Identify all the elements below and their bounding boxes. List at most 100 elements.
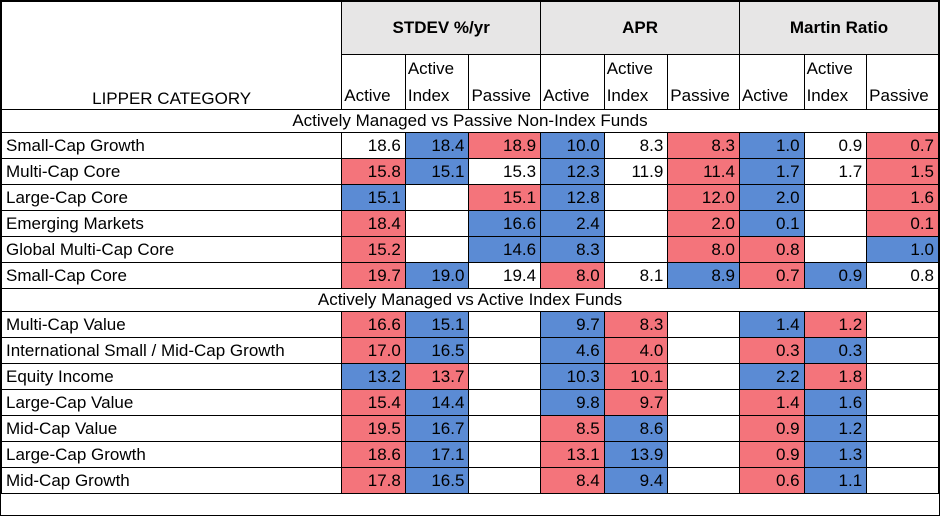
value-cell: 17.8 (341, 467, 406, 494)
category-name-cell: Small-Cap Growth (0, 132, 343, 159)
value-cell: 0.7 (866, 132, 939, 159)
value-cell: 1.2 (803, 311, 868, 338)
table-row: Mid-Cap Growth 17.8 16.5 8.4 9.4 0.6 1.1 (0, 467, 939, 494)
table-row: Large-Cap Core 15.1 15.1 12.8 12.0 2.0 1.6 (0, 184, 939, 211)
value-cell: 2.0 (667, 210, 740, 237)
value-cell: 18.9 (468, 132, 542, 159)
value-cell: 8.6 (603, 415, 669, 442)
value-cell: 0.1 (738, 210, 805, 237)
value-cell: 11.9 (603, 158, 669, 185)
value-cell (866, 311, 939, 338)
table-row: Emerging Markets 18.4 16.6 2.4 2.0 0.1 0.1 (0, 210, 939, 237)
value-cell (404, 210, 470, 237)
value-cell: 1.6 (866, 184, 939, 211)
value-cell: 16.5 (404, 337, 470, 364)
value-cell: 8.0 (667, 236, 740, 263)
value-cell (866, 337, 939, 364)
group-header-martin-ratio: Martin Ratio (738, 1, 940, 55)
group-header-label: Martin Ratio (789, 18, 889, 37)
value-cell: 14.4 (404, 389, 470, 416)
value-cell: 1.4 (738, 389, 805, 416)
table-row: International Small / Mid-Cap Growth 17.0… (0, 337, 939, 364)
table-row: Large-Cap Value 15.4 14.4 9.8 9.7 1.4 1.6 (0, 389, 939, 416)
value-cell: 19.5 (341, 415, 406, 442)
category-name-cell: Multi-Cap Value (0, 311, 343, 338)
value-cell (803, 184, 868, 211)
value-cell: 1.8 (803, 363, 868, 390)
table-row: Multi-Cap Value 16.6 15.1 9.7 8.3 1.4 1.2 (0, 311, 939, 338)
section-header-row: Actively Managed vs Active Index Funds (1, 288, 939, 312)
value-cell (866, 467, 939, 494)
value-cell: 15.1 (341, 184, 406, 211)
value-cell: 8.1 (603, 262, 669, 289)
value-cell: 18.4 (341, 210, 406, 237)
value-cell: 1.6 (803, 389, 868, 416)
value-cell (468, 467, 542, 494)
value-cell: 8.4 (540, 467, 605, 494)
value-cell (468, 363, 542, 390)
value-cell (803, 236, 868, 263)
group-header-stdev: STDEV %/yr (341, 1, 542, 55)
value-cell: 1.4 (738, 311, 805, 338)
category-name-cell: Global Multi-Cap Core (0, 236, 343, 263)
value-cell: 0.8 (738, 236, 805, 263)
category-column-header: LIPPER CATEGORY (0, 1, 343, 110)
value-cell (667, 363, 740, 390)
table-row: Multi-Cap Core 15.8 15.1 15.3 12.3 11.9 11.4 1.… (0, 158, 939, 185)
value-cell: 0.9 (803, 262, 868, 289)
value-cell: 8.5 (540, 415, 605, 442)
subheader-passive: Passive (866, 54, 939, 110)
category-name-cell: International Small / Mid-Cap Growth (0, 337, 343, 364)
section-header-row: Actively Managed vs Passive Non-Index Fu… (1, 109, 939, 133)
value-cell: 13.2 (341, 363, 406, 390)
value-cell (468, 441, 542, 468)
value-cell: 15.4 (341, 389, 406, 416)
value-cell: 8.0 (540, 262, 605, 289)
value-cell: 8.3 (603, 311, 669, 338)
category-name-cell: Large-Cap Core (0, 184, 343, 211)
subheader-active-index: Active Index (603, 54, 669, 110)
value-cell: 13.9 (603, 441, 669, 468)
category-name-cell: Mid-Cap Growth (0, 467, 343, 494)
value-cell: 1.7 (803, 158, 868, 185)
value-cell: 19.4 (468, 262, 542, 289)
subheader-active: Active (738, 54, 805, 110)
value-cell: 9.7 (540, 311, 605, 338)
value-cell: 8.3 (667, 132, 740, 159)
value-cell (866, 441, 939, 468)
value-cell (404, 184, 470, 211)
value-cell (866, 415, 939, 442)
value-cell (866, 363, 939, 390)
value-cell: 12.8 (540, 184, 605, 211)
value-cell: 9.4 (603, 467, 669, 494)
value-cell: 18.6 (341, 132, 406, 159)
subheader-active-index: Active Index (404, 54, 470, 110)
table-row: Small-Cap Growth 18.6 18.4 18.9 10.0 8.3 8.3 1.… (0, 132, 939, 159)
category-name-cell: Small-Cap Core (0, 262, 343, 289)
table-row: Equity Income 13.2 13.7 10.3 10.1 2.2 1.8 (0, 363, 939, 390)
value-cell: 11.4 (667, 158, 740, 185)
value-cell: 19.7 (341, 262, 406, 289)
value-cell (404, 236, 470, 263)
value-cell: 8.3 (540, 236, 605, 263)
group-header-apr: APR (540, 1, 740, 55)
value-cell (468, 337, 542, 364)
value-cell: 2.0 (738, 184, 805, 211)
value-cell: 12.3 (540, 158, 605, 185)
value-cell: 0.9 (738, 441, 805, 468)
value-cell: 15.1 (404, 158, 470, 185)
value-cell: 19.0 (404, 262, 470, 289)
category-name-cell: Large-Cap Value (0, 389, 343, 416)
value-cell: 8.3 (603, 132, 669, 159)
value-cell: 16.5 (404, 467, 470, 494)
category-name-cell: Equity Income (0, 363, 343, 390)
value-cell (667, 415, 740, 442)
value-cell: 16.7 (404, 415, 470, 442)
category-name-cell: Large-Cap Growth (0, 441, 343, 468)
value-cell: 16.6 (341, 311, 406, 338)
subheader-active: Active (341, 54, 406, 110)
section-title: Actively Managed vs Active Index Funds (1, 288, 939, 312)
value-cell: 0.3 (803, 337, 868, 364)
subheader-passive: Passive (468, 54, 542, 110)
category-name-cell: Mid-Cap Value (0, 415, 343, 442)
